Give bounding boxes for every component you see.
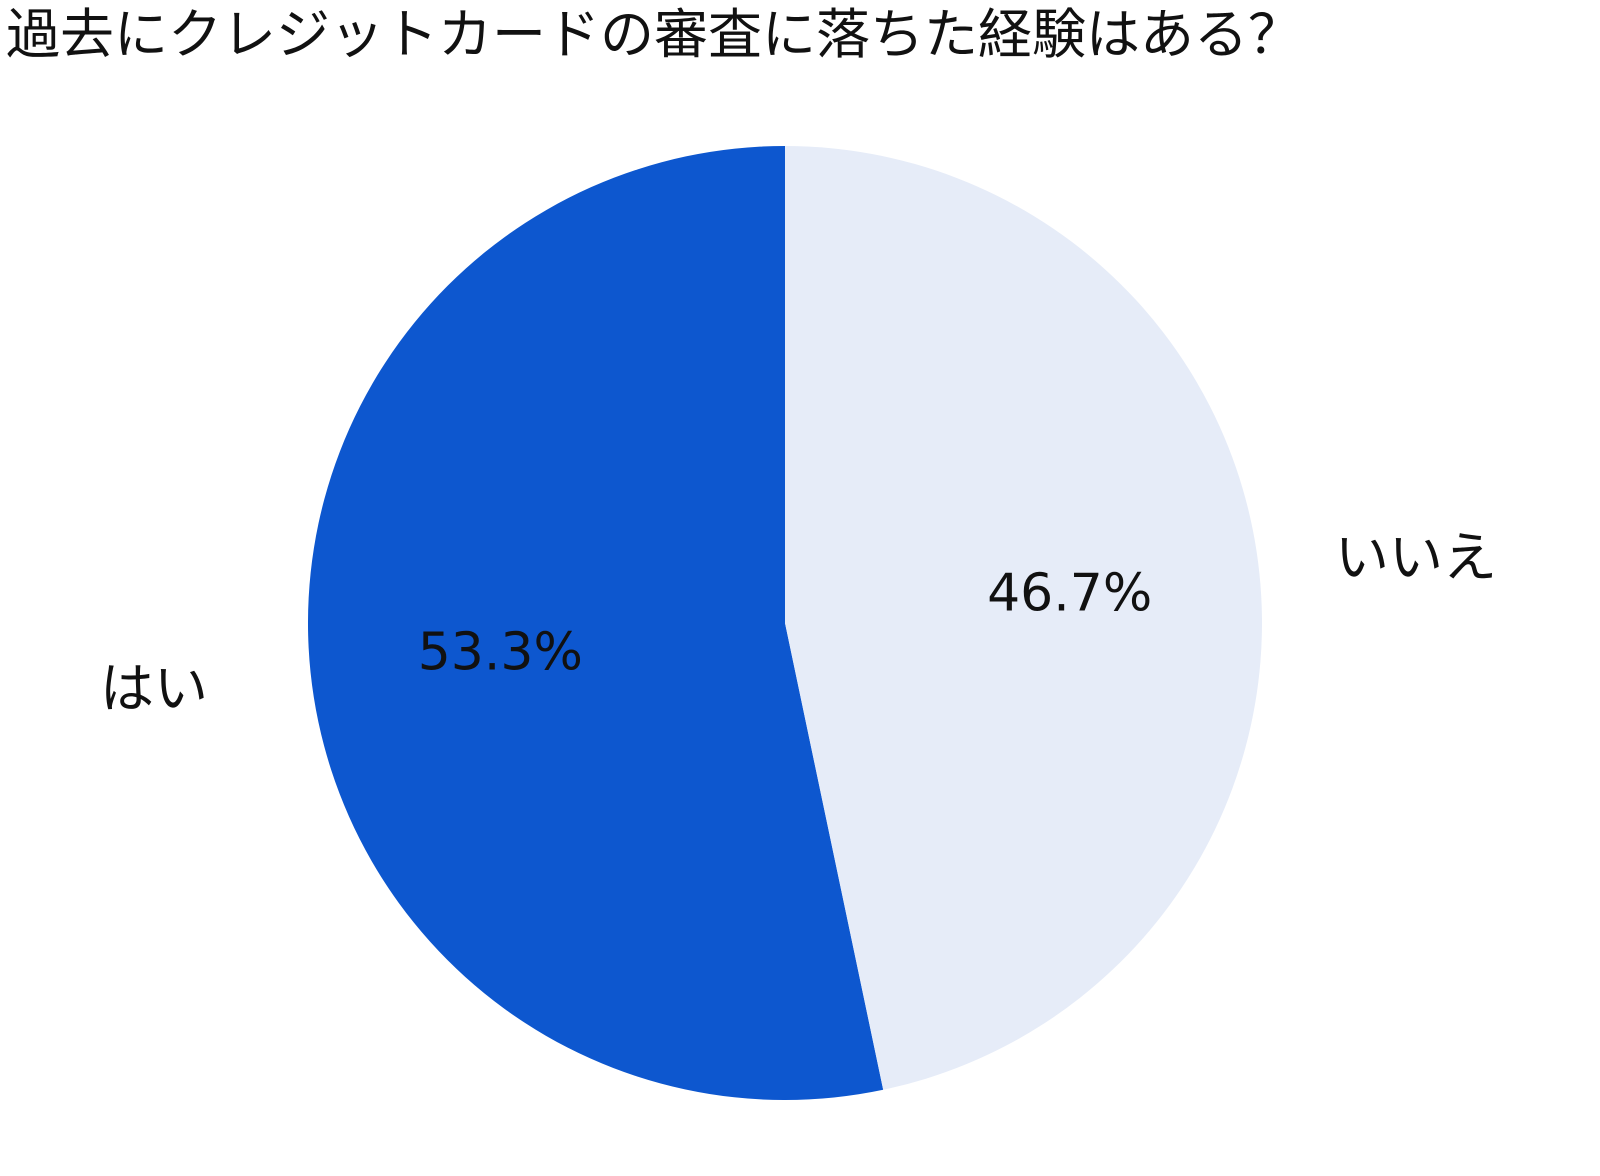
slice-category-label-2: いいえ: [1335, 526, 1497, 589]
pie-labels: 53.3% はい 46.7% いいえ: [100, 526, 1497, 720]
slice-value-label-2: 46.7%: [987, 563, 1152, 623]
slice-category-label-1: はい: [100, 657, 208, 720]
pie-slices: [307, 146, 1262, 1100]
chart-title: 過去にクレジットカードの審査に落ちた経験はある？: [6, 3, 1302, 66]
pie-slice-2: [785, 146, 1262, 1090]
slice-value-label-1: 53.3%: [418, 623, 583, 683]
pie-slice-1: [307, 146, 884, 1100]
